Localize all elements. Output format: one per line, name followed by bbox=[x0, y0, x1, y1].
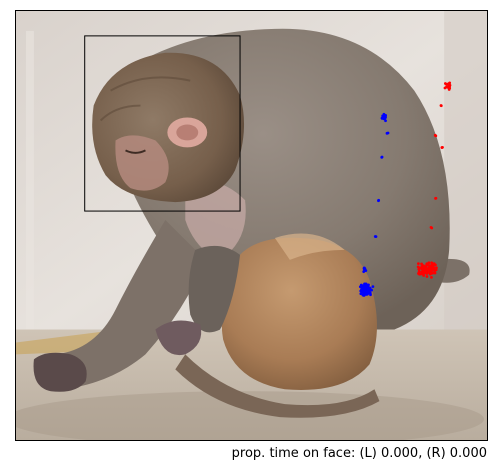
left-eye-gaze-points bbox=[358, 112, 390, 297]
right-gaze-point bbox=[447, 84, 451, 88]
left-gaze-point bbox=[380, 156, 384, 159]
left-gaze-point bbox=[371, 285, 375, 289]
left-gaze-point bbox=[364, 282, 368, 286]
right-gaze-point bbox=[430, 275, 433, 279]
face-region-box bbox=[84, 35, 241, 212]
right-gaze-point bbox=[441, 145, 444, 149]
face-time-caption: prop. time on face: (L) 0.000, (R) 0.000 bbox=[231, 446, 487, 461]
right-gaze-point bbox=[433, 271, 437, 275]
right-gaze-point bbox=[425, 275, 429, 278]
right-gaze-point bbox=[429, 271, 433, 275]
left-gaze-point bbox=[367, 289, 371, 293]
right-gaze-point bbox=[424, 265, 428, 269]
right-gaze-point bbox=[443, 86, 447, 90]
left-gaze-point bbox=[363, 293, 366, 297]
left-gaze-point bbox=[384, 119, 387, 123]
left-gaze-point bbox=[363, 266, 366, 270]
right-gaze-point bbox=[433, 133, 437, 137]
left-gaze-point bbox=[368, 287, 372, 290]
right-gaze-point bbox=[425, 268, 429, 271]
left-gaze-point bbox=[380, 117, 384, 120]
right-gaze-point bbox=[433, 269, 437, 273]
right-gaze-point bbox=[431, 264, 434, 268]
right-gaze-point bbox=[425, 263, 429, 267]
right-gaze-point bbox=[420, 264, 424, 268]
right-eye-gaze-points bbox=[416, 81, 452, 279]
right-gaze-point bbox=[426, 270, 429, 274]
right-gaze-point bbox=[430, 226, 434, 230]
right-gaze-point bbox=[447, 82, 450, 86]
right-gaze-point bbox=[422, 269, 426, 273]
right-gaze-point bbox=[434, 263, 437, 267]
left-gaze-point bbox=[367, 283, 370, 287]
left-gaze-point bbox=[366, 292, 370, 296]
right-gaze-point bbox=[417, 267, 421, 271]
left-gaze-point bbox=[385, 131, 389, 135]
photo-frame bbox=[15, 10, 488, 441]
left-gaze-point bbox=[382, 112, 386, 116]
right-gaze-point bbox=[439, 104, 443, 107]
right-gaze-point bbox=[434, 197, 437, 200]
left-gaze-point bbox=[368, 291, 372, 295]
right-gaze-point bbox=[435, 266, 438, 270]
right-gaze-point bbox=[428, 266, 432, 270]
left-gaze-point bbox=[363, 269, 366, 272]
left-gaze-point bbox=[364, 290, 368, 294]
left-gaze-point bbox=[377, 198, 381, 202]
left-gaze-point bbox=[360, 285, 363, 289]
right-gaze-point bbox=[416, 262, 420, 266]
left-gaze-point bbox=[361, 290, 365, 294]
left-gaze-point bbox=[366, 285, 370, 289]
right-gaze-point bbox=[417, 272, 420, 275]
right-gaze-point bbox=[420, 262, 423, 266]
right-gaze-point bbox=[430, 261, 434, 265]
monkey-photo bbox=[16, 11, 487, 440]
right-gaze-point bbox=[443, 82, 447, 85]
right-gaze-point bbox=[420, 272, 424, 276]
left-gaze-point bbox=[373, 235, 377, 238]
